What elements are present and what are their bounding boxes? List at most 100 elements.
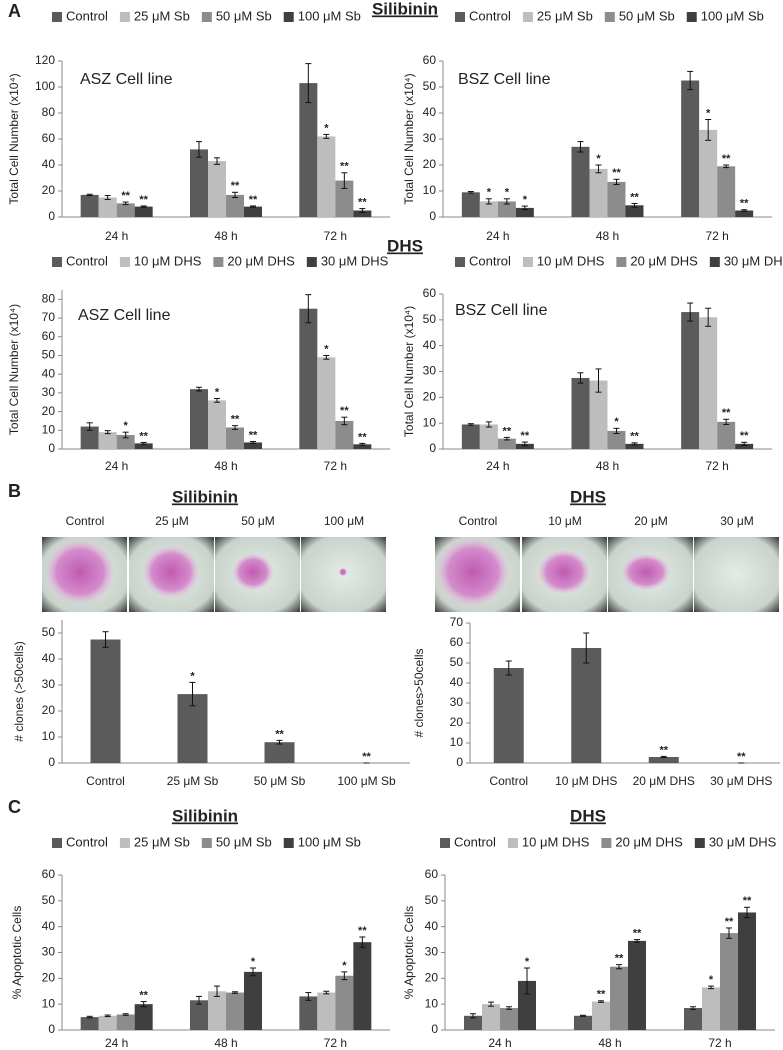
significance: *: [215, 386, 220, 398]
error-bar: [687, 70, 694, 91]
y-tick-label: 10: [425, 996, 439, 1010]
legend-swatch: [616, 257, 627, 267]
bar: [317, 992, 336, 1030]
error-bar: [488, 1001, 494, 1007]
bar: [244, 971, 262, 1030]
significance: *: [487, 187, 492, 199]
x-tick-label: 72 h: [324, 1036, 347, 1050]
error-bar: [723, 418, 730, 425]
bar: [190, 389, 208, 449]
y-tick-label: 60: [423, 53, 437, 67]
error-bar: [359, 936, 366, 948]
x-tick-label: 48 h: [596, 229, 619, 243]
panel-letter: C: [8, 797, 21, 817]
x-tick-label: 24 h: [105, 459, 128, 473]
x-tick-label: Control: [489, 774, 528, 788]
x-tick-label: 10 μM DHS: [555, 774, 617, 788]
bar: [571, 377, 590, 449]
significance: **: [612, 167, 621, 179]
x-tick-label: 72 h: [708, 1036, 731, 1050]
error-bar: [214, 157, 220, 165]
x-tick-label: 72 h: [705, 459, 728, 473]
y-tick-label: 70: [42, 310, 56, 324]
significance: **: [340, 161, 349, 173]
bar: [497, 438, 516, 449]
photo-label: 25 μM: [155, 514, 189, 528]
legend-swatch: [213, 257, 224, 267]
y-tick-label: 50: [450, 655, 464, 669]
significance: *: [251, 956, 256, 968]
significance: **: [740, 430, 749, 442]
legend-label: 10 μM DHS: [537, 253, 605, 268]
y-tick-label: 20: [42, 703, 56, 717]
bar: [699, 129, 718, 217]
y-tick-label: 20: [450, 715, 464, 729]
y-tick-label: 40: [425, 919, 439, 933]
legend-label: Control: [469, 8, 511, 23]
y-axis-label: % Apoptotic Cells: [402, 906, 416, 999]
y-tick-label: 10: [423, 415, 437, 429]
significance: **: [121, 190, 130, 202]
bar: [299, 996, 318, 1030]
error-bar: [577, 141, 584, 153]
significance: **: [503, 425, 512, 437]
bar: [208, 991, 226, 1030]
bar: [493, 668, 524, 763]
y-tick-label: 0: [429, 209, 436, 223]
photo-label: 20 μM: [634, 514, 668, 528]
legend-label: 25 μM Sb: [134, 8, 190, 23]
error-bar: [232, 991, 238, 994]
error-bar: [577, 372, 584, 384]
bar: [208, 161, 226, 217]
significance: **: [722, 407, 731, 419]
y-tick-label: 10: [423, 183, 437, 197]
bar: [735, 210, 754, 217]
significance: **: [358, 196, 367, 208]
significance: *: [525, 956, 530, 968]
error-bar: [341, 971, 348, 981]
bar: [720, 933, 738, 1030]
y-tick-label: 0: [431, 1022, 438, 1036]
y-tick-label: 40: [42, 157, 56, 171]
legend-label: 10 μM DHS: [522, 834, 590, 849]
y-tick-label: 80: [42, 292, 56, 306]
significance: *: [324, 343, 329, 355]
photo-label: Control: [459, 514, 498, 528]
significance: **: [743, 895, 752, 907]
x-tick-label: 48 h: [214, 459, 237, 473]
bar: [574, 1015, 592, 1030]
y-axis-label: Total Cell Number (x10⁴): [7, 304, 21, 435]
bar: [735, 443, 754, 449]
error-bar: [705, 119, 712, 141]
heading: DHS: [387, 236, 423, 255]
legend-swatch: [507, 838, 518, 848]
error-bar: [323, 354, 330, 360]
y-tick-label: 30: [425, 945, 439, 959]
y-axis-label: Total Cell Number (x10⁴): [7, 73, 21, 204]
y-tick-label: 30: [423, 364, 437, 378]
significance: **: [139, 430, 148, 442]
colony: [143, 546, 199, 598]
error-bar: [616, 964, 622, 970]
error-bar: [86, 193, 93, 197]
y-tick-label: 10: [42, 996, 56, 1010]
error-bar: [467, 423, 474, 426]
significance: **: [630, 191, 639, 203]
legend-label: Control: [66, 253, 108, 268]
x-tick-label: 24 h: [488, 1036, 511, 1050]
error-bar: [503, 198, 510, 205]
significance: **: [231, 414, 240, 426]
y-tick-label: 20: [423, 157, 437, 171]
bar: [589, 168, 608, 217]
bar: [317, 136, 336, 217]
bar: [681, 312, 700, 449]
legend-label: 20 μM DHS: [615, 834, 683, 849]
error-bar: [104, 195, 111, 200]
x-tick-label: 24 h: [486, 459, 509, 473]
legend-swatch: [201, 838, 212, 848]
significance: **: [659, 744, 668, 756]
legend-label: 30 μM DHS: [724, 253, 783, 268]
error-bar: [690, 1006, 696, 1010]
error-bar: [521, 441, 528, 447]
y-tick-label: 60: [42, 131, 56, 145]
